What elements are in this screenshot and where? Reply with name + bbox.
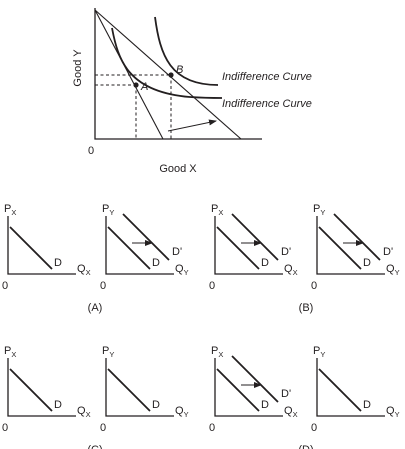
demand-curve	[216, 226, 260, 270]
option-label: (B)	[299, 302, 314, 314]
shifted-demand-label: D'	[383, 246, 393, 258]
lower-indifference-curve	[111, 27, 223, 99]
good-x-market-panel: PX QX 0 D	[2, 345, 91, 434]
good-x-market-panel: PX QX 0 D D'	[209, 345, 298, 434]
panel-axes	[7, 216, 76, 275]
y-axis-label: Good Y	[72, 49, 84, 87]
lower-curve-label: Indifference Curve	[222, 98, 312, 110]
panel-origin-label: 0	[311, 280, 317, 292]
demand-curve	[216, 368, 260, 412]
point-b-label: B	[176, 64, 183, 76]
quantity-x-axis-label: QX	[77, 263, 91, 277]
panel-axes	[316, 358, 385, 417]
budget-rotation-arrow	[167, 119, 217, 132]
panel-axes	[214, 358, 283, 417]
quantity-x-axis-label: QX	[284, 263, 298, 277]
price-x-axis-label: PX	[211, 203, 223, 217]
panel-axes	[214, 216, 283, 275]
shifted-demand-label: D'	[281, 246, 291, 258]
demand-curve	[9, 226, 53, 270]
option-label: (A)	[88, 302, 103, 314]
main-origin-label: 0	[88, 145, 94, 157]
price-y-axis-label: PY	[102, 345, 114, 359]
panel-origin-label: 0	[209, 422, 215, 434]
upper-indifference-curve	[154, 16, 219, 86]
demand-label: D	[152, 399, 160, 411]
shifted-demand-curve	[231, 355, 279, 403]
panel-axes	[105, 358, 174, 417]
demand-label: D	[261, 257, 269, 269]
option-label: (D)	[298, 444, 313, 449]
panel-origin-label: 0	[100, 280, 106, 292]
demand-label: D	[363, 257, 371, 269]
quantity-y-axis-label: QY	[386, 405, 400, 419]
quantity-x-axis-label: QX	[77, 405, 91, 419]
demand-label: D	[54, 399, 62, 411]
price-x-axis-label: PX	[4, 203, 16, 217]
upper-curve-label: Indifference Curve	[222, 71, 312, 83]
price-x-axis-label: PX	[211, 345, 223, 359]
quantity-y-axis-label: QY	[386, 263, 400, 277]
panel-origin-label: 0	[2, 422, 8, 434]
panel-origin-label: 0	[311, 422, 317, 434]
shifted-demand-curve	[122, 213, 170, 261]
price-x-axis-label: PX	[4, 345, 16, 359]
panel-axes	[7, 358, 76, 417]
good-x-market-panel: PX QX 0 D D'	[209, 203, 298, 292]
point-b-dot	[168, 72, 174, 78]
demand-curve	[318, 226, 362, 270]
demand-curve	[107, 226, 151, 270]
price-y-axis-label: PY	[102, 203, 114, 217]
point-a-dot	[133, 82, 139, 88]
point-a-label: A	[140, 81, 148, 93]
price-y-axis-label: PY	[313, 203, 325, 217]
demand-curve	[318, 368, 362, 412]
demand-curve	[9, 368, 53, 412]
shifted-demand-label: D'	[172, 246, 182, 258]
good-y-market-panel: PY QY 0 D D'	[311, 203, 400, 292]
panel-axes	[105, 216, 174, 275]
good-y-market-panel: PY QY 0 D	[100, 345, 189, 434]
option-label: (C)	[87, 444, 102, 449]
good-y-market-panel: PY QY 0 D D'	[100, 203, 189, 292]
demand-label: D	[54, 257, 62, 269]
shifted-demand-label: D'	[281, 388, 291, 400]
demand-curve	[107, 368, 151, 412]
quantity-y-axis-label: QY	[175, 263, 189, 277]
panel-axes	[316, 216, 385, 275]
shifted-demand-curve	[333, 213, 381, 261]
good-y-market-panel: PY QY 0 D	[311, 345, 400, 434]
panel-origin-label: 0	[100, 422, 106, 434]
quantity-x-axis-label: QX	[284, 405, 298, 419]
quantity-y-axis-label: QY	[175, 405, 189, 419]
indifference-curve-graph: A B Indifference Curve Indifference Curv…	[72, 8, 312, 175]
shifted-demand-curve	[231, 213, 279, 261]
demand-label: D	[152, 257, 160, 269]
demand-label: D	[363, 399, 371, 411]
main-axes	[94, 8, 262, 140]
panel-origin-label: 0	[209, 280, 215, 292]
good-x-market-panel: PX QX 0 D	[2, 203, 91, 292]
price-y-axis-label: PY	[313, 345, 325, 359]
x-axis-label: Good X	[159, 163, 197, 175]
answer-option-panels: PX QX 0 D PY QY 0 D D' (A) PX QX 0 D D' PY QY 0 D D' (B) PX QX…	[2, 203, 400, 449]
panel-origin-label: 0	[2, 280, 8, 292]
demand-label: D	[261, 399, 269, 411]
